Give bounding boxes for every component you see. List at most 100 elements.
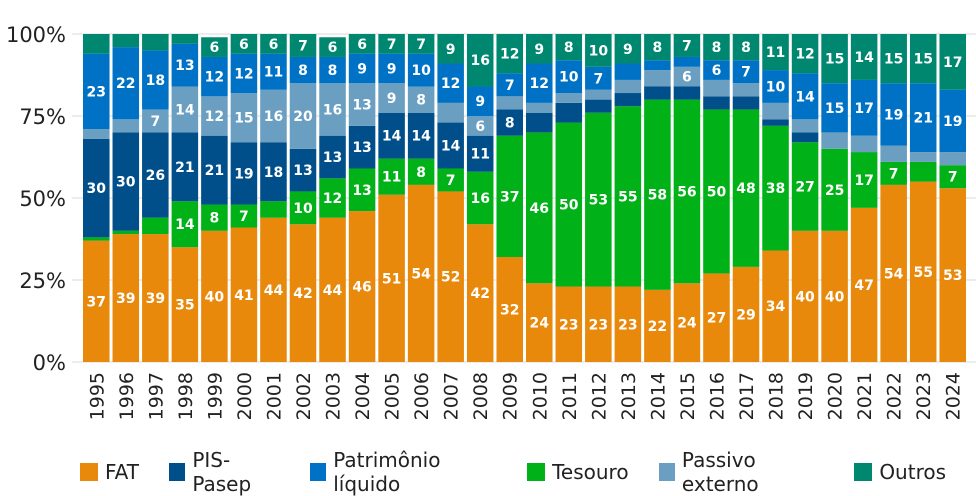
bar-segment-pis-pasep — [348, 125, 376, 169]
bar-segment-fat — [762, 250, 789, 362]
legend-label: Tesouro — [552, 460, 629, 484]
bar-segment-patrim-nio-l-quido — [939, 89, 966, 153]
legend-swatch — [854, 463, 873, 481]
bar-segment-pis-pasep — [171, 132, 199, 202]
bar-segment-outros — [319, 37, 346, 57]
x-tick-label: 2014 — [647, 372, 669, 420]
bar-segment-patrim-nio-l-quido — [614, 63, 642, 80]
x-tick-label: 2008 — [470, 372, 492, 420]
data-label: 7 — [150, 114, 160, 130]
data-label: 47 — [854, 278, 873, 294]
data-label: 13 — [323, 150, 342, 166]
data-label: 24 — [677, 316, 697, 332]
data-label: 7 — [948, 170, 958, 186]
data-label: 29 — [736, 307, 755, 323]
bar-segment-fat — [673, 283, 701, 362]
bar-segment-patrim-nio-l-quido — [201, 56, 228, 97]
bar-segment-outros — [791, 34, 819, 74]
y-tick-label: 100% — [6, 23, 66, 47]
data-label: 19 — [943, 114, 962, 130]
bar-segment-tesouro — [171, 201, 199, 248]
bar-stack-2020: 40 25 15 15 — [821, 34, 848, 362]
bar-segment-outros — [909, 34, 937, 84]
data-label: 14 — [795, 89, 815, 105]
bar-stack-1999: 40 8 21 12 12 6 — [201, 37, 228, 362]
data-label: 13 — [293, 163, 312, 179]
bar-segment-outros — [378, 34, 405, 54]
data-label: 6 — [357, 37, 367, 53]
y-tick-label: 50% — [19, 187, 66, 211]
bar-segment-patrim-nio-l-quido — [378, 53, 405, 84]
data-label: 32 — [500, 303, 519, 319]
bar-segment-outros — [850, 34, 878, 80]
data-label: 37 — [500, 189, 519, 205]
bar-segment-outros — [289, 34, 317, 57]
bar-segment-pis-pasep — [260, 142, 287, 202]
legend: FAT PIS-Pasep Patrimônio líquido Tesouro Pas… — [80, 448, 976, 496]
legend-item: Passivo externo — [658, 448, 825, 496]
bar-segment-outros — [83, 34, 110, 54]
x-axis: 1995 1996 1997 1998 1999 2000 2001 2002 2003 2004… — [86, 372, 964, 420]
bar-segment-fat — [319, 217, 346, 362]
bar-segment-outros — [939, 34, 966, 90]
data-label: 21 — [175, 160, 194, 176]
bar-segment-pis-pasep — [614, 93, 642, 107]
data-label: 8 — [416, 93, 426, 109]
data-label: 18 — [146, 73, 165, 89]
x-tick-label: 1997 — [145, 372, 167, 420]
data-label: 40 — [795, 289, 815, 305]
bar-segment-tesouro — [112, 230, 140, 235]
bar-stack-2006: 54 8 14 8 10 7 — [407, 34, 435, 362]
data-label: 12 — [795, 47, 814, 63]
data-label: 9 — [534, 42, 544, 58]
bar-segment-passivo-externo — [673, 66, 701, 87]
bar-segment-patrim-nio-l-quido — [142, 50, 169, 110]
bar-segment-patrim-nio-l-quido — [585, 66, 612, 90]
bar-segment-pis-pasep — [437, 122, 464, 169]
bar-segment-outros — [112, 34, 140, 48]
bar-segment-pis-pasep — [526, 112, 553, 133]
data-label: 6 — [475, 119, 485, 135]
bar-segment-passivo-externo — [880, 145, 907, 162]
stacked-bar-chart: 0% 25% 50% 75% 100% 37 30 23 39 30 22 39 26 7 18 35 14 2… — [6, 23, 976, 420]
bar-stack-1995: 37 30 23 — [83, 34, 110, 362]
bar-segment-patrim-nio-l-quido — [348, 53, 376, 84]
bar-stack-2009: 32 37 8 7 12 — [496, 34, 523, 362]
data-label: 19 — [884, 107, 903, 123]
x-tick-label: 2022 — [884, 372, 906, 420]
bar-segment-fat — [466, 224, 494, 362]
bar-segment-passivo-externo — [142, 109, 169, 133]
data-label: 27 — [795, 180, 814, 196]
x-tick-label: 1999 — [204, 372, 226, 420]
data-label: 16 — [323, 102, 342, 118]
data-label: 7 — [741, 65, 751, 81]
x-tick-label: 2005 — [382, 372, 404, 420]
bar-stack-2001: 44 18 16 11 6 — [260, 34, 287, 362]
data-label: 8 — [416, 165, 426, 181]
data-label: 53 — [589, 193, 608, 209]
bar-stack-2024: 53 7 19 17 — [939, 34, 966, 362]
bar-segment-pis-pasep — [83, 138, 110, 238]
y-tick-label: 25% — [19, 269, 66, 293]
bar-segment-fat — [880, 184, 907, 362]
x-tick-label: 2013 — [618, 372, 640, 420]
bar-segment-outros — [230, 34, 258, 54]
data-label: 8 — [298, 63, 308, 79]
bar-stack-2022: 54 7 19 15 — [880, 34, 907, 362]
bar-segment-fat — [378, 194, 405, 362]
data-label: 8 — [328, 63, 338, 79]
data-label: 6 — [239, 37, 249, 53]
x-tick-label: 2020 — [825, 372, 847, 420]
bar-segment-patrim-nio-l-quido — [83, 53, 110, 130]
data-label: 30 — [87, 181, 107, 197]
bar-segment-patrim-nio-l-quido — [407, 53, 435, 87]
bar-segment-passivo-externo — [850, 135, 878, 153]
data-label: 55 — [618, 189, 637, 205]
bar-segment-fat — [230, 227, 258, 362]
bar-segment-tesouro — [496, 135, 523, 258]
data-label: 22 — [116, 76, 135, 92]
data-label: 7 — [889, 166, 899, 182]
data-label: 11 — [382, 170, 401, 186]
bar-segment-pis-pasep — [142, 132, 169, 218]
data-label: 23 — [87, 84, 106, 100]
